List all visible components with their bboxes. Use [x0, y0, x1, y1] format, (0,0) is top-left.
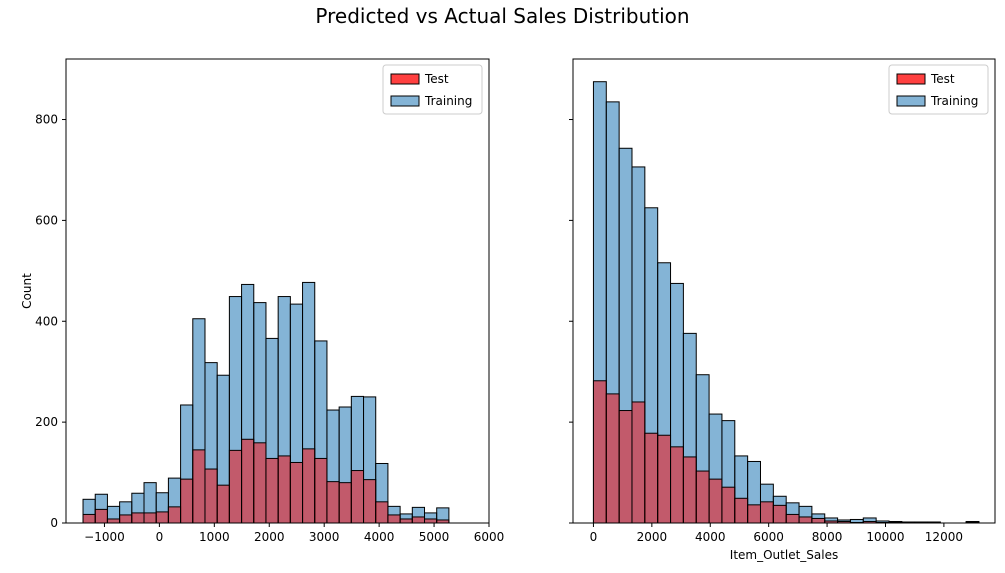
- histogram-panel-2: 0 2000 4000 6000 8000 10000 12000 Item_Outlet_S…: [569, 58, 996, 562]
- test-legend-swatch: [896, 73, 926, 85]
- axes-frame: [572, 58, 996, 524]
- y-tick-label: 0: [50, 516, 58, 530]
- test-bar: [265, 457, 279, 524]
- y-tick-label: 400: [35, 314, 58, 328]
- test-bar: [811, 517, 826, 524]
- test-bar: [399, 518, 413, 524]
- test-bar: [204, 468, 218, 524]
- test-bar: [721, 486, 736, 524]
- x-tick-label: 6000: [474, 530, 505, 544]
- test-bar: [350, 470, 365, 524]
- y-axis-label: Count: [20, 273, 34, 309]
- x-tick-label: 4000: [364, 530, 395, 544]
- test-bar: [363, 479, 377, 524]
- axes-frame: [65, 58, 490, 524]
- test-bar: [253, 442, 267, 524]
- test-bar: [592, 380, 607, 524]
- test-bar: [338, 482, 352, 524]
- test-bar: [631, 401, 646, 524]
- x-tick-label: 8000: [812, 530, 843, 544]
- legend: Test Training: [382, 64, 483, 115]
- legend: Test Training: [888, 64, 989, 115]
- test-bar: [747, 504, 761, 524]
- x-tick-label: 0: [590, 530, 598, 544]
- test-bar: [326, 481, 340, 524]
- test-bar: [82, 513, 96, 524]
- test-bar: [708, 478, 723, 524]
- x-tick-label: 5000: [419, 530, 450, 544]
- x-axis-label: Item_Outlet_Sales: [730, 548, 838, 562]
- test-bar: [670, 446, 684, 524]
- x-tick-label: 10000: [866, 530, 904, 544]
- test-bar: [106, 518, 121, 524]
- y-tick-label: 600: [35, 213, 58, 227]
- test-bar: [424, 518, 438, 524]
- x-tick-label: −1000: [84, 530, 125, 544]
- test-bar: [241, 438, 255, 524]
- test-bar: [277, 455, 291, 524]
- x-tick-label: 4000: [695, 530, 726, 544]
- test-bar: [180, 478, 194, 524]
- test-bar: [682, 456, 697, 524]
- training-legend-label: Training: [424, 94, 472, 108]
- test-bar: [644, 432, 659, 524]
- test-legend-swatch: [390, 73, 420, 85]
- test-bar: [131, 512, 145, 524]
- histogram-panel-1: −1000 0 1000 2000 3000 4000 5000 6000 0 200 400 600…: [20, 58, 505, 544]
- test-bar: [387, 514, 401, 524]
- test-bar: [657, 434, 672, 524]
- test-bar: [759, 501, 774, 524]
- test-bar: [734, 497, 749, 524]
- test-bar: [143, 512, 157, 524]
- x-tick-label: 1000: [199, 530, 230, 544]
- x-tick-label: 3000: [309, 530, 340, 544]
- x-tick-label: 0: [156, 530, 164, 544]
- test-bar: [289, 461, 304, 524]
- y-tick-label: 200: [35, 415, 58, 429]
- test-bar: [94, 508, 108, 524]
- test-bar: [302, 448, 316, 524]
- training-legend-label: Training: [930, 94, 978, 108]
- test-series: [592, 380, 980, 524]
- x-tick-label: 6000: [753, 530, 784, 544]
- test-bar: [228, 449, 243, 524]
- test-series: [82, 438, 450, 524]
- test-bar: [798, 516, 813, 524]
- test-bar: [375, 501, 389, 524]
- figure-title: Predicted vs Actual Sales Distribution: [315, 4, 690, 28]
- test-legend-label: Test: [930, 72, 955, 86]
- test-bar: [772, 504, 787, 524]
- test-bar: [785, 513, 800, 524]
- x-tick-label: 12000: [925, 530, 963, 544]
- training-legend-swatch: [390, 95, 420, 107]
- test-legend-label: Test: [424, 72, 449, 86]
- test-bar: [605, 393, 620, 524]
- x-tick-label: 2000: [637, 530, 668, 544]
- test-bar: [411, 516, 426, 524]
- test-bar: [119, 514, 133, 524]
- x-tick-label: 2000: [254, 530, 285, 544]
- test-bar: [618, 410, 633, 524]
- test-bar: [695, 470, 710, 524]
- test-bar: [216, 484, 230, 524]
- y-tick-label: 800: [35, 113, 58, 127]
- training-legend-swatch: [896, 95, 926, 107]
- test-bar: [155, 511, 169, 524]
- test-bar: [192, 449, 206, 524]
- test-bar: [167, 506, 182, 524]
- test-bar: [314, 457, 328, 524]
